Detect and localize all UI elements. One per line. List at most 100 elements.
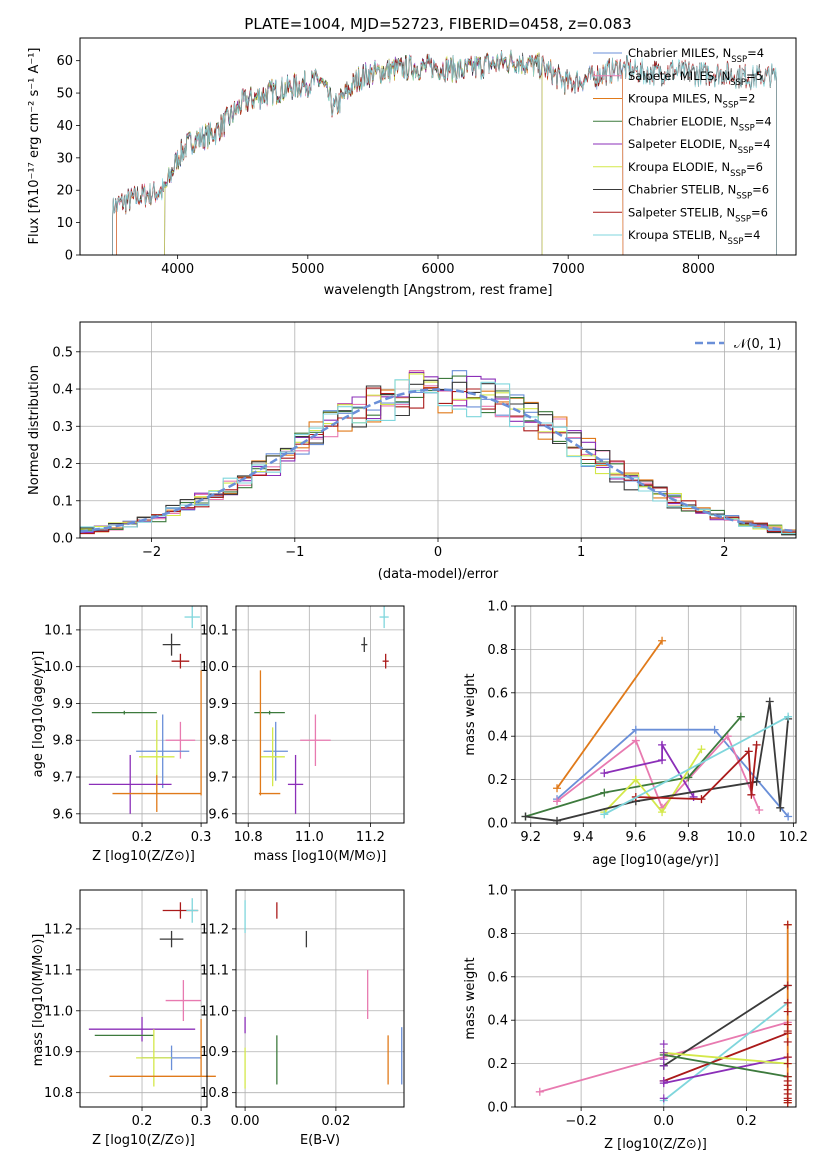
legend-label: Salpeter STELIB, NSSP=6 [628,205,768,224]
y-tick-label: 0.6 [487,686,508,701]
y-tick-label: 0.2 [52,457,73,472]
axes-frame [79,605,208,824]
weight-marker [765,697,774,706]
x-axis-label: Z [log10(Z/Z⊙)] [92,1133,195,1148]
x-tick-label: 11.2 [356,830,385,845]
y-tick-label: 9.9 [52,697,73,712]
weight-marker [659,1076,668,1085]
x-tick-label: 0.2 [132,1114,153,1129]
y-tick-label: 30 [56,151,73,166]
weight-marker [710,725,719,734]
x-axis-label: E(B-V) [300,1133,340,1148]
y-tick-label: 1.0 [487,600,508,615]
y-tick-label: 11.0 [200,1004,229,1019]
weight-marker [658,636,667,645]
weight-marker [553,797,562,806]
y-tick-label: 9.7 [208,771,229,786]
y-tick-label: 11.1 [44,963,73,978]
x-tick-label: 10.0 [726,830,755,845]
legend-label: Chabrier ELODIE, NSSP=4 [628,114,772,133]
weight-line [525,716,742,818]
y-tick-label: 10.9 [44,1045,73,1060]
weight-marker [752,777,761,786]
age-vs-metallicity-chart: 0.2 0.3 9.6 9.7 9.8 9.9 10.0 10.1 Z [log10(Z/Z⊙)… [31,605,211,864]
x-tick-label: −1 [285,545,304,560]
weight-marker [631,736,640,745]
y-tick-label: 10.0 [200,660,229,675]
spectrum-line [164,50,543,256]
y-tick-label: 0.6 [487,970,508,985]
y-tick-label: 0.4 [52,383,73,398]
y-tick-label: 0 [65,249,73,264]
y-tick-label: 9.7 [52,771,73,786]
y-axis-label: Normed distribution [27,365,42,495]
axes-frame [79,37,797,256]
weight-marker [553,816,562,825]
weight-marker [631,725,640,734]
x-tick-label: 8000 [682,262,715,277]
residuals-histogram: −2 −1 0 1 2 0.0 0.1 0.2 0.3 0.4 0.5 𝒩(0, 1) (data-mo… [27,321,797,582]
weight-line [663,1056,788,1084]
legend-label: Kroupa ELODIE, NSSP=6 [628,160,763,179]
weight-marker [783,920,792,929]
weight-line [663,984,789,1067]
x-tick-label: 6000 [421,262,454,277]
y-tick-label: 40 [56,119,73,134]
weight-marker [755,805,764,814]
legend-label: 𝒩(0, 1) [734,337,781,352]
y-tick-label: 10.1 [44,623,73,638]
weight-vs-age-chart: 9.2 9.4 9.6 9.8 10.0 10.2 0.0 0.2 0.4 0.6 0.8 1.0 ag… [463,600,808,869]
x-tick-label: 10.8 [234,830,263,845]
x-tick-label: 5000 [291,262,324,277]
x-tick-label: 9.6 [625,830,646,845]
y-axis-label: mass weight [463,957,478,1039]
y-tick-label: 9.9 [208,697,229,712]
weight-marker [659,1061,668,1070]
x-tick-label: 0.00 [231,1114,260,1129]
weight-marker [784,712,793,721]
weight-marker [659,1094,668,1103]
weight-line [556,728,789,818]
spectrum-line [112,49,777,255]
y-tick-label: 0.4 [487,1014,508,1029]
y-tick-label: 10.8 [44,1086,73,1101]
x-tick-label: −0.2 [565,1114,597,1129]
weight-marker [658,740,667,749]
y-tick-label: 11.2 [200,922,229,937]
weight-line [663,1051,788,1065]
weight-marker [553,784,562,793]
x-axis-label: Z [log10(Z/Z⊙)] [604,1137,707,1152]
y-axis-label: age [log10(age/yr)] [31,651,46,778]
y-tick-label: 9.6 [52,807,73,822]
weight-marker [659,1040,668,1049]
y-tick-label: 0.4 [487,730,508,745]
x-axis-label: age [log10(age/yr)] [592,853,719,868]
mass-vs-metallicity-chart: 0.2 0.3 10.8 10.9 11.0 11.1 11.2 Z [log10(Z/Z⊙)… [31,889,216,1148]
weight-marker [783,998,792,1007]
axes-frame [514,889,797,1108]
weight-vs-metallicity-chart: −0.2 0.0 0.2 0.0 0.2 0.4 0.6 0.8 1.0 Z [log10(Z/Z… [463,884,797,1152]
weight-marker [784,812,793,821]
legend-label: Kroupa STELIB, NSSP=4 [628,228,760,247]
x-tick-label: 0.2 [736,1114,757,1129]
spectrum-line [164,50,543,256]
y-tick-label: 60 [56,54,73,69]
x-tick-label: 4000 [161,262,194,277]
weight-marker [736,712,745,721]
y-tick-label: 0.8 [487,643,508,658]
weight-marker [783,1098,792,1107]
y-tick-label: 0.3 [52,420,73,435]
x-tick-label: 0 [434,545,442,560]
axes-frame [514,605,797,824]
weight-marker [697,745,706,754]
weight-line [663,1032,789,1082]
spectrum-line [164,51,543,256]
x-tick-label: 9.4 [573,830,594,845]
axes-frame [235,889,405,1108]
y-tick-label: 0.1 [52,494,73,509]
y-tick-label: 9.6 [208,807,229,822]
x-tick-label: 0.2 [132,830,153,845]
y-tick-label: 10.0 [44,660,73,675]
y-axis-label: mass weight [463,673,478,755]
